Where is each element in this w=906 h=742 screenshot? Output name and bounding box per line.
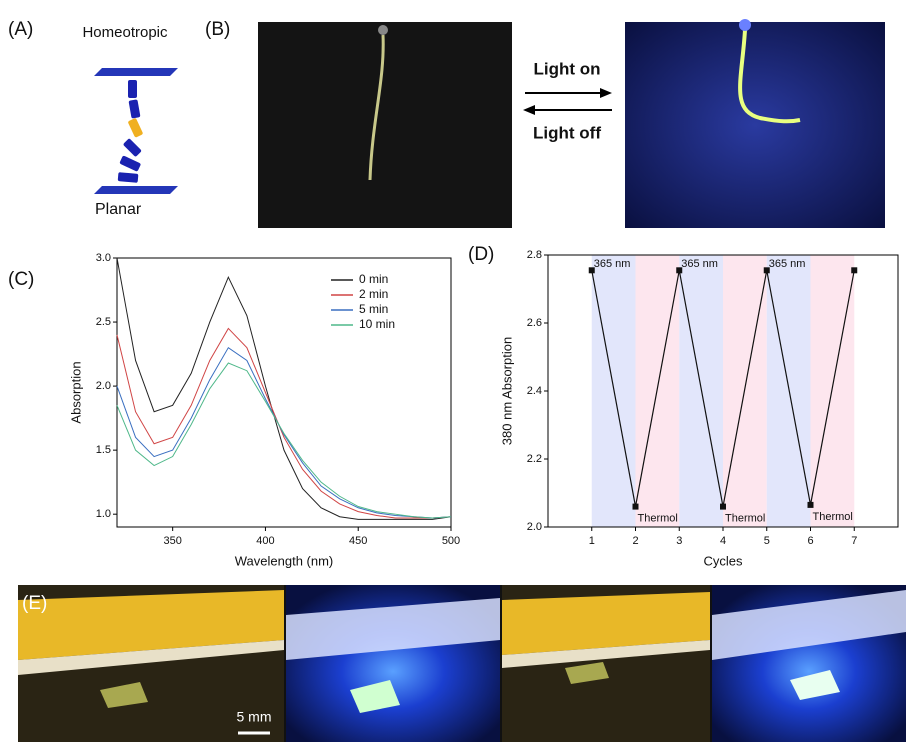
x-tick-label: 4: [720, 535, 726, 547]
point-label: 365 nm: [681, 258, 718, 270]
panel-label: (E): [22, 593, 47, 614]
y-tick-label: 2.6: [527, 317, 542, 329]
bottom-label: Planar: [95, 201, 142, 218]
panel-label: (C): [8, 269, 34, 290]
y-tick-label: 2.0: [96, 380, 111, 392]
point: [633, 504, 639, 510]
series-line: [117, 258, 451, 519]
figure: (A) (B) (C) (D) Homeotropic Planar Light…: [0, 0, 906, 742]
y-tick-label: 3.0: [96, 252, 111, 264]
series-line: [117, 328, 451, 518]
alignment-diagram: Homeotropic Planar: [82, 24, 178, 218]
arrow-label: Light off: [533, 123, 601, 142]
x-tick-label: 350: [163, 535, 181, 547]
panel-label: (D): [468, 244, 494, 265]
legend-label: 2 min: [359, 287, 388, 301]
x-tick-label: 1: [589, 535, 595, 547]
band: [767, 255, 811, 527]
point: [851, 267, 857, 273]
photo-strip: 5 mm (E): [18, 585, 906, 742]
plot-frame: [117, 258, 451, 527]
arrow-label: Light on: [533, 59, 600, 78]
photo-pair: Light on Light off: [258, 19, 885, 228]
legend-label: 5 min: [359, 302, 388, 316]
y-tick-label: 2.8: [527, 249, 542, 261]
y-tick-label: 2.4: [527, 385, 542, 397]
top-label: Homeotropic: [82, 24, 168, 41]
y-tick-label: 2.5: [96, 316, 111, 328]
y-tick-label: 2.2: [527, 453, 542, 465]
point-label: 365 nm: [594, 258, 631, 270]
y-axis-label: Absorption: [68, 361, 83, 423]
panel-label: (A): [8, 19, 33, 40]
series-line: [117, 363, 451, 518]
x-tick-label: 7: [851, 535, 857, 547]
x-axis-label: Wavelength (nm): [235, 553, 334, 568]
band: [811, 255, 855, 527]
scale-bar-label: 5 mm: [237, 709, 272, 725]
point: [720, 504, 726, 510]
y-tick-label: 1.0: [96, 508, 111, 520]
legend-label: 10 min: [359, 317, 395, 331]
point-label: Thermol: [725, 513, 765, 525]
point-label: Thermol: [813, 511, 853, 523]
x-tick-label: 450: [349, 535, 367, 547]
point-label: Thermol: [638, 513, 678, 525]
point: [808, 502, 814, 508]
y-tick-label: 2.0: [527, 521, 542, 533]
point-label: 365 nm: [769, 258, 806, 270]
x-tick-label: 5: [764, 535, 770, 547]
panel-label: (B): [205, 19, 230, 40]
x-axis-label: Cycles: [703, 553, 743, 568]
x-tick-label: 3: [676, 535, 682, 547]
x-tick-label: 400: [256, 535, 274, 547]
legend-label: 0 min: [359, 272, 388, 286]
y-tick-label: 1.5: [96, 444, 111, 456]
y-axis-label: 380 nm Absorption: [499, 337, 514, 445]
x-tick-label: 2: [632, 535, 638, 547]
x-tick-label: 6: [807, 535, 813, 547]
x-tick-label: 500: [442, 535, 460, 547]
